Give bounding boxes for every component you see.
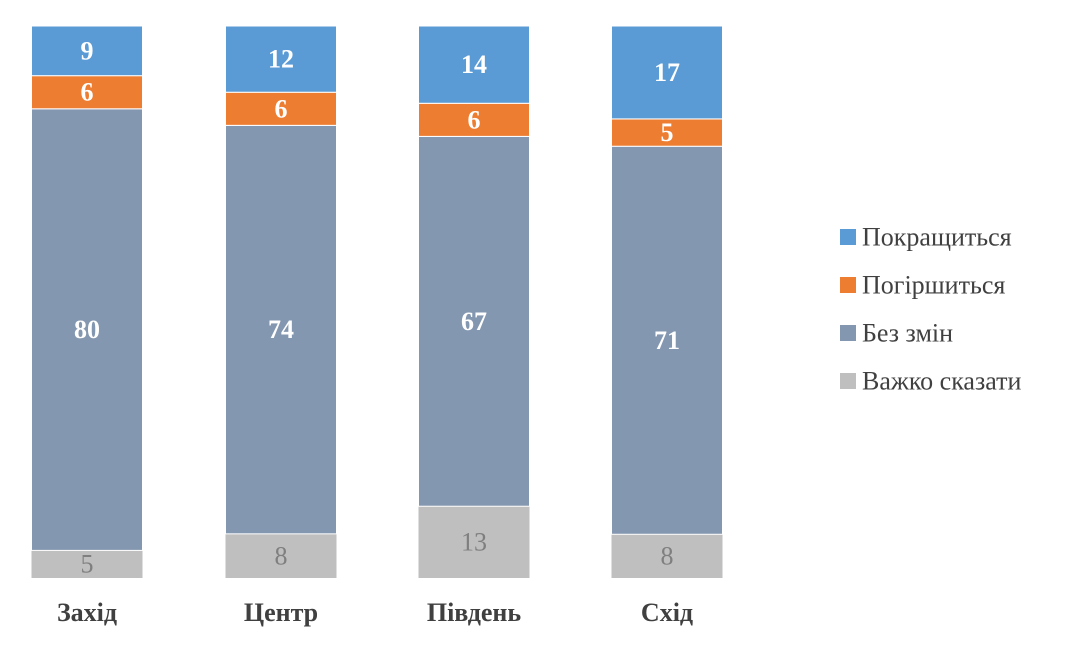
legend-swatch-1	[840, 229, 856, 245]
bar-segment-2-3	[225, 91, 337, 126]
bar-segment-3-3	[418, 102, 530, 137]
data-label-4-4: 17	[654, 58, 680, 87]
legend-label-2: Погіршиться	[862, 271, 1005, 300]
data-label-3-3: 6	[468, 105, 481, 134]
data-label-2-3: 6	[275, 94, 288, 123]
category-labels: Захід Центр Південь Схід	[57, 598, 693, 627]
bar-segment-3-1	[418, 506, 530, 578]
data-label-3-2: 67	[461, 307, 487, 336]
bar-segment-2-4	[225, 25, 337, 93]
legend: Покращиться Погіршиться Без змін Важко сказ…	[840, 223, 1021, 396]
data-label-1-4: 9	[81, 36, 94, 65]
bars-group: 5 80 6 9 8 74 6 12 13 67 6 14 8 71 5 17	[31, 25, 723, 579]
data-label-3-1: 13	[461, 528, 487, 557]
bar-segment-4-4	[611, 25, 723, 120]
data-label-1-1: 5	[81, 550, 94, 579]
legend-swatch-4	[840, 373, 856, 389]
legend-label-4: Важко сказати	[862, 367, 1021, 396]
legend-swatch-2	[840, 277, 856, 293]
data-label-2-1: 8	[275, 541, 288, 570]
data-label-4-3: 5	[661, 118, 674, 147]
bar-segment-1-2	[31, 108, 143, 551]
bar-segment-1-4	[31, 25, 143, 77]
bar-segment-4-1	[611, 534, 723, 578]
bar-segment-4-3	[611, 118, 723, 147]
legend-label-1: Покращиться	[862, 223, 1012, 252]
category-label-3: Південь	[427, 598, 522, 627]
bar-segment-3-4	[418, 25, 530, 104]
category-label-2: Центр	[244, 598, 318, 627]
data-label-1-2: 80	[74, 315, 100, 344]
category-label-1: Захід	[57, 598, 117, 627]
data-label-2-4: 12	[268, 45, 294, 74]
legend-swatch-3	[840, 325, 856, 341]
bar-segment-4-2	[611, 145, 723, 535]
legend-label-3: Без змін	[862, 319, 953, 348]
data-label-4-1: 8	[661, 542, 674, 571]
bar-segment-2-1	[225, 533, 337, 578]
bar-segment-1-1	[31, 550, 143, 578]
data-label-1-3: 6	[81, 78, 94, 107]
category-label-4: Схід	[641, 598, 693, 627]
data-label-2-2: 74	[268, 315, 294, 344]
data-label-3-4: 14	[461, 50, 487, 79]
data-label-4-2: 71	[654, 326, 680, 355]
